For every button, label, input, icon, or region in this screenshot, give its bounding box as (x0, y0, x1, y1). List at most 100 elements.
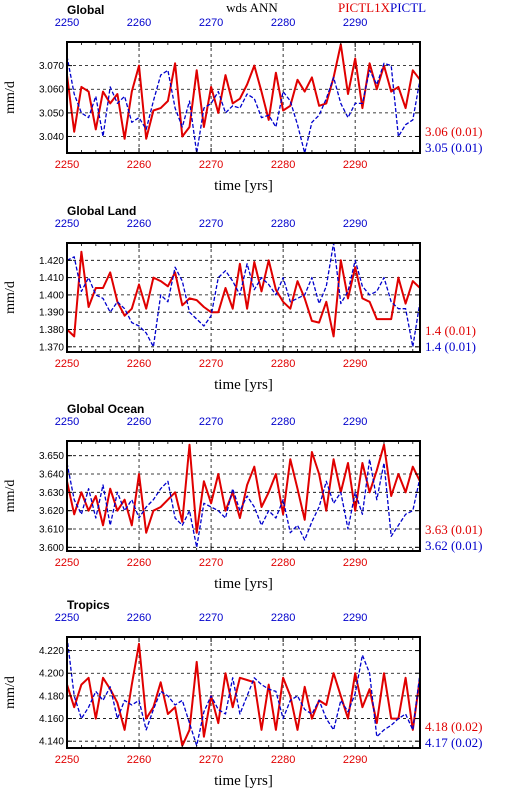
x-tick-label-top: 2290 (343, 612, 367, 624)
x-tick-label-bottom: 2280 (271, 754, 295, 766)
x-axis-label: time [yrs] (214, 576, 273, 592)
y-tick-label: 1.380 (39, 325, 64, 336)
x-tick-label-top: 2280 (271, 218, 295, 230)
x-tick-label-top: 2250 (55, 416, 79, 428)
panel-title: Tropics (67, 598, 110, 612)
x-tick-label-top: 2290 (343, 17, 367, 29)
x-axis-label: time [yrs] (214, 377, 273, 393)
plot-frame (66, 41, 421, 154)
x-tick-label-bottom: 2250 (55, 159, 79, 171)
stat-red: 3.06 (0.01) (425, 124, 482, 139)
y-tick-label: 4.180 (39, 691, 64, 702)
x-tick-label-bottom: 2260 (127, 754, 151, 766)
x-tick-label-bottom: 2260 (127, 557, 151, 569)
x-tick-label-bottom: 2270 (199, 557, 223, 569)
y-axis-label: mm/d (3, 480, 18, 513)
y-tick-label: 3.050 (39, 108, 64, 119)
y-tick-label: 1.390 (39, 308, 64, 319)
y-tick-label: 3.630 (39, 488, 64, 499)
panel-title: Global Land (67, 204, 136, 218)
y-tick-label: 4.220 (39, 646, 64, 657)
x-tick-label-bottom: 2250 (55, 557, 79, 569)
y-tick-label: 3.060 (39, 85, 64, 96)
panel-0: Global 3.040 3.050 3.060 3.070 2250 2250 2260 22… (3, 3, 482, 194)
x-tick-label-bottom: 2280 (271, 159, 295, 171)
panel-2: Global Ocean 3.600 3.610 3.620 3.630 3.640 3.6… (3, 402, 482, 592)
x-tick-label-top: 2250 (55, 218, 79, 230)
y-tick-label: 3.040 (39, 132, 64, 143)
panel-title: Global (67, 3, 104, 17)
x-tick-label-top: 2260 (127, 416, 151, 428)
figure-title: wds ANN (226, 0, 278, 15)
stat-red: 4.18 (0.02) (425, 719, 482, 734)
series-line-pictl (66, 242, 421, 348)
y-tick-label: 3.600 (39, 543, 64, 554)
y-tick-label: 4.160 (39, 714, 64, 725)
y-tick-label: 1.370 (39, 342, 64, 353)
stat-blue: 3.62 (0.01) (425, 538, 482, 553)
stat-blue: 3.05 (0.01) (425, 140, 482, 155)
plot-frame (66, 636, 421, 749)
x-tick-label-bottom: 2270 (199, 159, 223, 171)
plot-frame (66, 440, 421, 552)
series-line-pictl (66, 636, 421, 747)
x-tick-label-top: 2250 (55, 612, 79, 624)
legend-blue-label: PICTL (390, 0, 426, 15)
y-axis-label: mm/d (3, 676, 18, 709)
x-tick-label-top: 2280 (271, 612, 295, 624)
series-line-pictl1x (66, 250, 421, 338)
y-tick-label: 1.400 (39, 290, 64, 301)
x-tick-label-bottom: 2270 (199, 358, 223, 370)
y-axis-label: mm/d (3, 81, 18, 114)
y-tick-label: 3.640 (39, 470, 64, 481)
stat-red: 1.4 (0.01) (425, 323, 476, 338)
series-line-pictl (66, 56, 421, 154)
x-tick-label-bottom: 2250 (55, 358, 79, 370)
x-tick-label-top: 2270 (199, 17, 223, 29)
stat-blue: 1.4 (0.01) (425, 339, 476, 354)
series-line-pictl1x (66, 642, 421, 747)
legend-red-label: PICTL1X (338, 0, 391, 15)
x-tick-label-bottom: 2280 (271, 557, 295, 569)
y-tick-label: 1.420 (39, 256, 64, 267)
y-tick-label: 3.610 (39, 525, 64, 536)
series-line-pictl (66, 458, 421, 548)
series-line-pictl1x (66, 43, 421, 140)
x-tick-label-top: 2260 (127, 17, 151, 29)
y-tick-label: 4.140 (39, 737, 64, 748)
x-tick-label-bottom: 2290 (343, 159, 367, 171)
y-tick-label: 3.620 (39, 506, 64, 517)
plot-frame (66, 242, 421, 353)
x-tick-label-top: 2270 (199, 612, 223, 624)
x-tick-label-top: 2270 (199, 218, 223, 230)
stat-blue: 4.17 (0.02) (425, 735, 482, 750)
x-tick-label-bottom: 2280 (271, 358, 295, 370)
x-tick-label-bottom: 2270 (199, 754, 223, 766)
x-tick-label-top: 2270 (199, 416, 223, 428)
x-tick-label-bottom: 2250 (55, 754, 79, 766)
x-axis-label: time [yrs] (214, 178, 273, 194)
y-tick-label: 4.200 (39, 669, 64, 680)
y-tick-label: 1.410 (39, 273, 64, 284)
x-tick-label-top: 2290 (343, 218, 367, 230)
y-tick-label: 3.650 (39, 451, 64, 462)
x-tick-label-bottom: 2290 (343, 754, 367, 766)
x-tick-label-bottom: 2290 (343, 358, 367, 370)
x-axis-label: time [yrs] (214, 773, 273, 789)
y-tick-label: 3.070 (39, 61, 64, 72)
x-tick-label-top: 2280 (271, 17, 295, 29)
x-tick-label-top: 2260 (127, 218, 151, 230)
panel-1: Global Land 1.370 1.380 1.390 1.400 1.410 1.42… (3, 204, 476, 393)
x-tick-label-top: 2290 (343, 416, 367, 428)
x-tick-label-top: 2250 (55, 17, 79, 29)
x-tick-label-top: 2280 (271, 416, 295, 428)
stat-red: 3.63 (0.01) (425, 522, 482, 537)
panels: Global 3.040 3.050 3.060 3.070 2250 2250 2260 22… (3, 3, 482, 789)
series-line-pictl1x (66, 443, 421, 534)
y-axis-label: mm/d (3, 281, 18, 314)
panel-3: Tropics 4.140 4.160 4.180 4.200 4.220 2250 2250… (3, 598, 482, 789)
x-tick-label-top: 2260 (127, 612, 151, 624)
x-tick-label-bottom: 2290 (343, 557, 367, 569)
panel-title: Global Ocean (67, 402, 144, 416)
x-tick-label-bottom: 2260 (127, 159, 151, 171)
